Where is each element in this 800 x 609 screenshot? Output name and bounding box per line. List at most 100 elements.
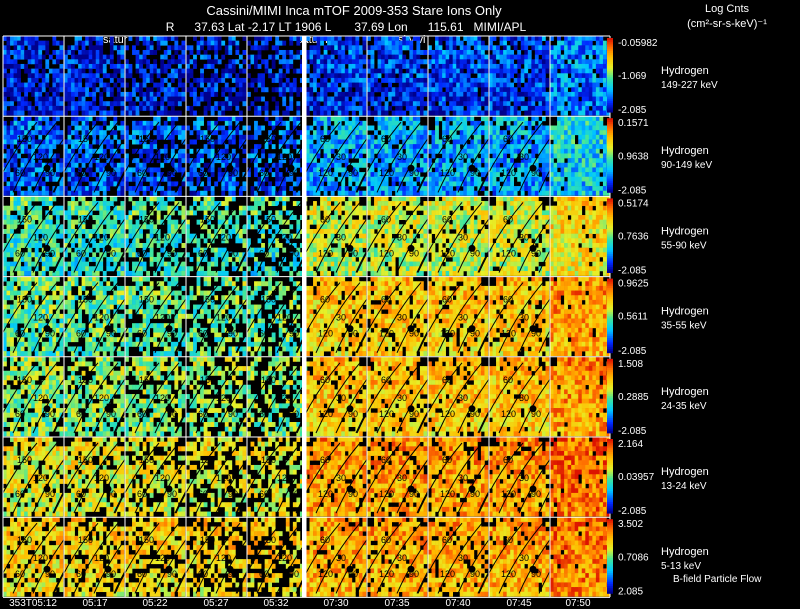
heatmap-cell	[38, 162, 43, 168]
heatmap-cell	[355, 68, 360, 74]
heatmap-cell	[553, 45, 558, 51]
heatmap-cell	[606, 110, 611, 116]
heatmap-cell	[81, 252, 86, 258]
heatmap-cell	[142, 125, 147, 131]
heatmap-cell	[71, 49, 75, 55]
heatmap-cell	[31, 229, 36, 234]
heatmap-cell	[125, 181, 129, 187]
heatmap-cell	[550, 158, 554, 164]
heatmap-cell	[503, 73, 507, 79]
heatmap-panel	[306, 36, 367, 116]
heatmap-cell	[564, 77, 568, 83]
heatmap-cell	[449, 82, 454, 88]
heatmap-cell	[153, 49, 158, 55]
heatmap-cell	[48, 54, 53, 60]
heatmap-cell	[24, 167, 29, 173]
heatmap-cell	[92, 266, 97, 272]
heatmap-cell	[3, 205, 7, 211]
heatmap-cell	[496, 190, 500, 196]
heatmap-cell	[207, 59, 212, 65]
heatmap-cell	[316, 153, 321, 159]
heatmap-cell	[560, 110, 565, 116]
heatmap-cell	[200, 45, 204, 51]
heatmap-cell	[334, 158, 339, 164]
heatmap-cell	[296, 148, 301, 154]
heatmap-cell	[139, 139, 143, 145]
heatmap-cell	[45, 176, 50, 182]
heatmap-cell	[135, 36, 140, 41]
heatmap-cell	[374, 96, 378, 102]
heatmap-cell	[10, 201, 14, 207]
heatmap-cell	[55, 190, 60, 196]
heatmap-cell	[31, 134, 36, 140]
heatmap-cell	[3, 63, 7, 69]
heatmap-cell	[217, 101, 222, 107]
heatmap-cell	[181, 158, 186, 164]
heatmap-cell	[545, 125, 550, 131]
heatmap-cell	[442, 158, 446, 164]
heatmap-cell	[20, 36, 25, 41]
heatmap-cell	[67, 219, 72, 225]
heatmap-cell	[81, 105, 86, 111]
heatmap-cell	[235, 40, 240, 46]
heatmap-cell	[384, 68, 389, 74]
heatmap-cell	[85, 105, 90, 111]
heatmap-cell	[313, 73, 317, 79]
heatmap-cell	[81, 224, 86, 230]
heatmap-cell	[592, 130, 597, 136]
heatmap-cell	[588, 144, 593, 150]
heatmap-cell	[531, 144, 536, 150]
heatmap-cell	[85, 158, 90, 164]
heatmap-cell	[395, 134, 400, 140]
heatmap-cell	[531, 134, 536, 140]
heatmap-cell	[177, 125, 182, 131]
heatmap-cell	[419, 158, 424, 164]
heatmap-cell	[289, 49, 294, 55]
heatmap-cell	[480, 49, 485, 55]
heatmap-cell	[242, 134, 247, 140]
heatmap-cell	[181, 91, 186, 97]
heatmap-cell	[409, 110, 414, 116]
heatmap-cell	[38, 153, 43, 159]
heatmap-cell	[470, 59, 475, 65]
heatmap-cell	[34, 59, 39, 65]
heatmap-cell	[20, 238, 25, 244]
heatmap-cell	[567, 63, 572, 69]
heatmap-cell	[231, 162, 236, 168]
heatmap-cell	[102, 205, 107, 211]
heatmap-cell	[10, 49, 14, 55]
heatmap-cell	[17, 96, 21, 102]
heatmap-cell	[351, 125, 356, 131]
heatmap-cell	[13, 87, 18, 93]
heatmap-cell	[38, 91, 43, 97]
heatmap-cell	[341, 40, 346, 46]
heatmap-cell	[466, 73, 471, 79]
heatmap-cell	[78, 49, 82, 55]
heatmap-cell	[496, 125, 500, 131]
heatmap-cell	[419, 176, 424, 182]
heatmap-cell	[489, 181, 493, 187]
heatmap-cell	[88, 54, 93, 60]
heatmap-cell	[48, 215, 53, 220]
heatmap-cell	[459, 59, 464, 65]
heatmap-cell	[391, 77, 396, 83]
heatmap-cell	[196, 40, 201, 46]
heatmap-cell	[578, 167, 583, 173]
heatmap-cell	[257, 158, 262, 164]
heatmap-cell	[506, 158, 511, 164]
heatmap-cell	[38, 134, 43, 140]
heatmap-cell	[113, 196, 118, 202]
heatmap-cell	[510, 54, 515, 60]
heatmap-cell	[384, 101, 389, 107]
contour-label: 90	[228, 168, 238, 178]
heatmap-cell	[146, 49, 151, 55]
heatmap-cell	[480, 148, 485, 154]
heatmap-cell	[419, 148, 424, 154]
heatmap-cell	[92, 96, 97, 102]
heatmap-cell	[125, 73, 129, 79]
heatmap-cell	[323, 120, 328, 126]
heatmap-cell	[560, 125, 565, 131]
heatmap-cell	[17, 172, 21, 178]
heatmap-cell	[203, 134, 208, 140]
heatmap-cell	[553, 125, 558, 131]
